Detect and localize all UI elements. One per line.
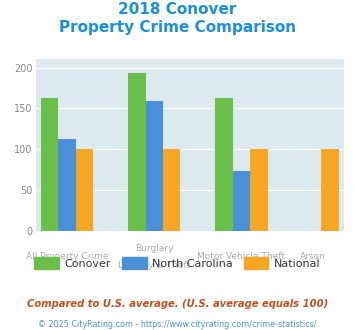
Text: Property Crime Comparison: Property Crime Comparison — [59, 20, 296, 35]
Text: All Property Crime: All Property Crime — [26, 252, 108, 261]
Bar — [163, 149, 180, 231]
Text: 2018 Conover: 2018 Conover — [118, 2, 237, 16]
Text: Larceny & Theft: Larceny & Theft — [118, 261, 190, 270]
Bar — [233, 171, 250, 231]
Bar — [321, 149, 339, 231]
Legend: Conover, North Carolina, National: Conover, North Carolina, National — [30, 253, 325, 273]
Text: © 2025 CityRating.com - https://www.cityrating.com/crime-statistics/: © 2025 CityRating.com - https://www.city… — [38, 320, 317, 329]
Bar — [59, 139, 76, 231]
Bar — [128, 73, 146, 231]
Bar — [76, 149, 93, 231]
Text: Arson: Arson — [300, 252, 326, 261]
Text: Compared to U.S. average. (U.S. average equals 100): Compared to U.S. average. (U.S. average … — [27, 299, 328, 309]
Bar — [250, 149, 268, 231]
Bar — [146, 101, 163, 231]
Text: Burglary: Burglary — [135, 244, 174, 253]
Bar — [215, 98, 233, 231]
Text: Motor Vehicle Theft: Motor Vehicle Theft — [197, 252, 285, 261]
Bar — [41, 98, 59, 231]
